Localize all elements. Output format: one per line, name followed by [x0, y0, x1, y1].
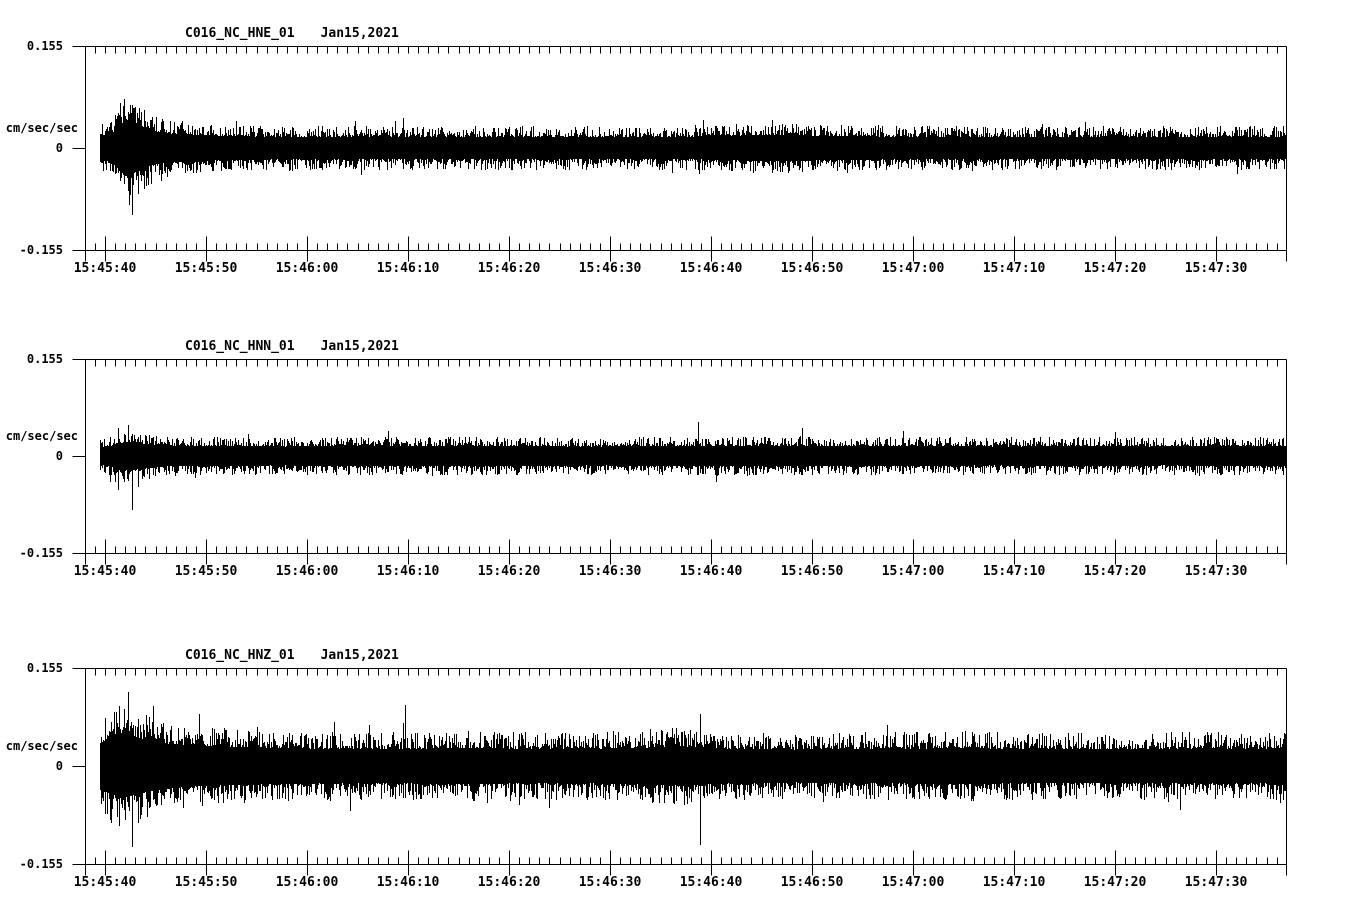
x-tick-label: 15:46:10 [377, 875, 440, 890]
x-tick-label: 15:47:00 [882, 564, 945, 579]
panel-title-date: Jan15,2021 [320, 648, 399, 663]
x-tick-label: 15:47:10 [983, 261, 1046, 276]
x-tick-label: 15:47:00 [882, 261, 945, 276]
x-tick-label: 15:45:50 [175, 261, 238, 276]
x-tick-label: 15:47:20 [1084, 564, 1147, 579]
panel-title: C016_NC_HNN_01 Jan15,2021 [185, 339, 399, 354]
x-tick-label: 15:46:50 [781, 261, 844, 276]
x-tick-label: 15:46:00 [276, 875, 339, 890]
axes-frame [72, 668, 1287, 876]
x-tick-label: 15:45:50 [175, 564, 238, 579]
y-tick-label-max: 0.155 [26, 661, 63, 675]
x-tick-label: 15:46:30 [579, 875, 642, 890]
x-tick-label: 15:45:50 [175, 875, 238, 890]
waveform-trace [100, 99, 1287, 215]
axes-frame [72, 46, 1287, 262]
panel-title-station: C016_NC_HNE_01 [185, 26, 295, 41]
y-tick-label-max: 0.155 [26, 39, 63, 53]
x-tick-label: 15:45:40 [74, 564, 137, 579]
y-tick-label-zero: 0 [55, 449, 63, 463]
x-tick-label: 15:46:00 [276, 564, 339, 579]
x-tick-label: 15:46:20 [478, 261, 541, 276]
x-tick-label: 15:45:40 [74, 875, 137, 890]
x-tick-label: 15:46:20 [478, 875, 541, 890]
x-tick-label: 15:46:10 [377, 564, 440, 579]
y-axis-units-label: cm/sec/sec [5, 121, 78, 135]
x-tick-label: 15:46:50 [781, 875, 844, 890]
x-tick-label: 15:47:20 [1084, 261, 1147, 276]
x-tick-label: 15:47:30 [1185, 875, 1248, 890]
y-tick-label-zero: 0 [55, 141, 63, 155]
panel-title: C016_NC_HNZ_01 Jan15,2021 [185, 648, 399, 663]
panel-title: C016_NC_HNE_01 Jan15,2021 [185, 26, 399, 41]
panel-title-station: C016_NC_HNZ_01 [185, 648, 295, 663]
y-tick-label-zero: 0 [55, 759, 63, 773]
y-axis-units-label: cm/sec/sec [5, 429, 78, 443]
y-tick-label-min: -0.155 [19, 857, 63, 871]
panel-title-date: Jan15,2021 [320, 339, 399, 354]
x-tick-label: 15:47:30 [1185, 261, 1248, 276]
y-tick-label-max: 0.155 [26, 352, 63, 366]
y-axis-units-label: cm/sec/sec [5, 739, 78, 753]
x-tick-label: 15:47:00 [882, 875, 945, 890]
y-tick-label-min: -0.155 [19, 546, 63, 560]
x-tick-label: 15:46:40 [680, 875, 743, 890]
x-tick-label: 15:46:30 [579, 564, 642, 579]
x-tick-label: 15:46:50 [781, 564, 844, 579]
panel-title-date: Jan15,2021 [320, 26, 399, 41]
x-tick-label: 15:46:00 [276, 261, 339, 276]
x-tick-label: 15:46:10 [377, 261, 440, 276]
x-tick-label: 15:46:40 [680, 261, 743, 276]
x-tick-label: 15:47:10 [983, 875, 1046, 890]
waveform-trace [100, 422, 1287, 510]
x-tick-label: 15:45:40 [74, 261, 137, 276]
x-tick-label: 15:47:20 [1084, 875, 1147, 890]
axes-frame [72, 359, 1287, 565]
y-tick-label-min: -0.155 [19, 243, 63, 257]
x-tick-label: 15:46:30 [579, 261, 642, 276]
panel-title-station: C016_NC_HNN_01 [185, 339, 295, 354]
x-tick-label: 15:47:30 [1185, 564, 1248, 579]
x-tick-label: 15:46:40 [680, 564, 743, 579]
x-tick-label: 15:46:20 [478, 564, 541, 579]
x-tick-label: 15:47:10 [983, 564, 1046, 579]
waveform-trace [100, 692, 1287, 847]
